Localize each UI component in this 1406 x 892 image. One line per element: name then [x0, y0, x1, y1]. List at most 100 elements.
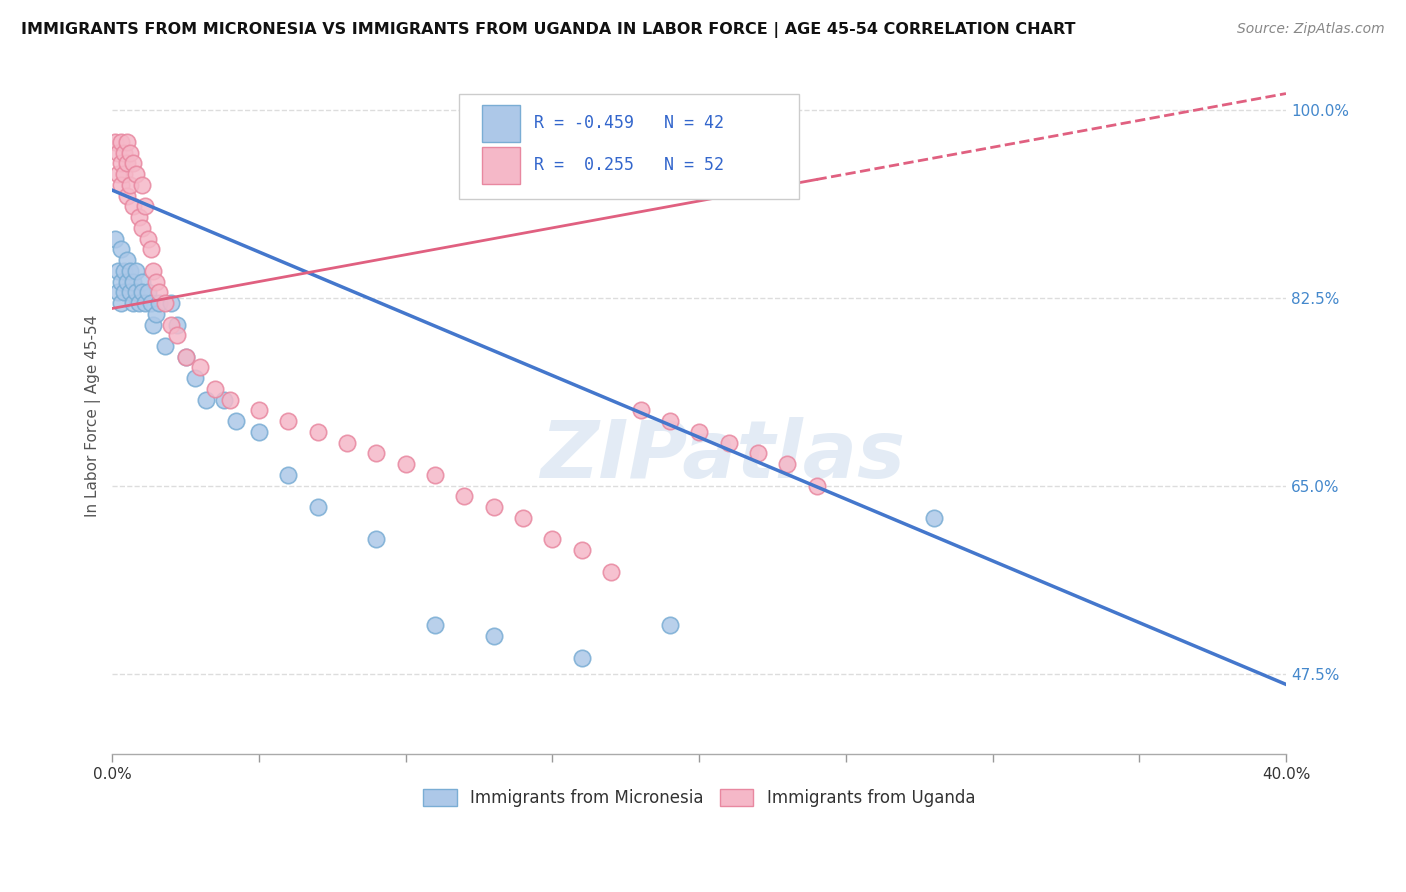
Point	[247, 425, 270, 439]
Point	[115, 253, 138, 268]
Point	[112, 285, 135, 300]
Text: IMMIGRANTS FROM MICRONESIA VS IMMIGRANTS FROM UGANDA IN LABOR FORCE | AGE 45-54 : IMMIGRANTS FROM MICRONESIA VS IMMIGRANTS…	[21, 22, 1076, 38]
Point	[115, 188, 138, 202]
Point	[717, 435, 740, 450]
Point	[155, 296, 177, 310]
Point	[128, 210, 150, 224]
Point	[118, 178, 141, 192]
Point	[688, 425, 710, 439]
Point	[110, 296, 132, 310]
Point	[131, 275, 153, 289]
Point	[148, 296, 170, 310]
Point	[204, 382, 226, 396]
Point	[571, 543, 593, 558]
Point	[122, 296, 145, 310]
Point	[183, 371, 205, 385]
FancyBboxPatch shape	[458, 95, 799, 199]
Point	[112, 145, 135, 160]
Legend: Immigrants from Micronesia, Immigrants from Uganda: Immigrants from Micronesia, Immigrants f…	[416, 782, 981, 814]
Point	[136, 231, 159, 245]
Point	[122, 156, 145, 170]
Point	[166, 328, 188, 343]
Point	[125, 285, 148, 300]
Point	[307, 425, 329, 439]
Point	[922, 511, 945, 525]
Point	[104, 231, 127, 245]
Point	[148, 285, 170, 300]
Point	[395, 457, 418, 471]
Point	[118, 264, 141, 278]
Point	[307, 500, 329, 515]
Text: Source: ZipAtlas.com: Source: ZipAtlas.com	[1237, 22, 1385, 37]
Point	[104, 135, 127, 149]
Point	[630, 403, 652, 417]
Point	[190, 360, 212, 375]
Point	[145, 275, 167, 289]
Point	[482, 500, 505, 515]
Text: ZIPatlas: ZIPatlas	[540, 417, 905, 495]
FancyBboxPatch shape	[482, 147, 520, 184]
Point	[482, 629, 505, 643]
Point	[155, 339, 177, 353]
Point	[107, 285, 129, 300]
Point	[512, 511, 534, 525]
Point	[131, 285, 153, 300]
Point	[122, 275, 145, 289]
Point	[747, 446, 769, 460]
Point	[115, 135, 138, 149]
Point	[115, 156, 138, 170]
Point	[366, 533, 388, 547]
Point	[107, 167, 129, 181]
Point	[131, 178, 153, 192]
Y-axis label: In Labor Force | Age 45-54: In Labor Force | Age 45-54	[86, 315, 101, 517]
Point	[166, 318, 188, 332]
Point	[806, 478, 828, 492]
Point	[277, 414, 299, 428]
Point	[112, 264, 135, 278]
Point	[776, 457, 799, 471]
Point	[174, 350, 197, 364]
Point	[136, 285, 159, 300]
Point	[125, 264, 148, 278]
Point	[541, 533, 564, 547]
Point	[122, 199, 145, 213]
Point	[110, 243, 132, 257]
Point	[128, 296, 150, 310]
Point	[110, 135, 132, 149]
Point	[118, 145, 141, 160]
Point	[423, 467, 446, 482]
Point	[571, 650, 593, 665]
Point	[134, 296, 156, 310]
Point	[139, 296, 162, 310]
Point	[225, 414, 247, 428]
Point	[131, 220, 153, 235]
Text: R =  0.255   N = 52: R = 0.255 N = 52	[534, 156, 724, 175]
Point	[600, 565, 623, 579]
Point	[658, 414, 681, 428]
Point	[110, 275, 132, 289]
Point	[195, 392, 218, 407]
Point	[212, 392, 235, 407]
Point	[110, 156, 132, 170]
Point	[423, 618, 446, 632]
Point	[160, 318, 183, 332]
Text: R = -0.459   N = 42: R = -0.459 N = 42	[534, 114, 724, 132]
Point	[107, 145, 129, 160]
Point	[336, 435, 359, 450]
Point	[658, 618, 681, 632]
Point	[218, 392, 240, 407]
Point	[115, 275, 138, 289]
Point	[118, 285, 141, 300]
Point	[366, 446, 388, 460]
Point	[160, 296, 183, 310]
Point	[125, 167, 148, 181]
Point	[247, 403, 270, 417]
Point	[112, 167, 135, 181]
Point	[107, 264, 129, 278]
Point	[139, 243, 162, 257]
Point	[277, 467, 299, 482]
Point	[453, 489, 475, 503]
Point	[145, 307, 167, 321]
Point	[134, 199, 156, 213]
Point	[142, 318, 165, 332]
